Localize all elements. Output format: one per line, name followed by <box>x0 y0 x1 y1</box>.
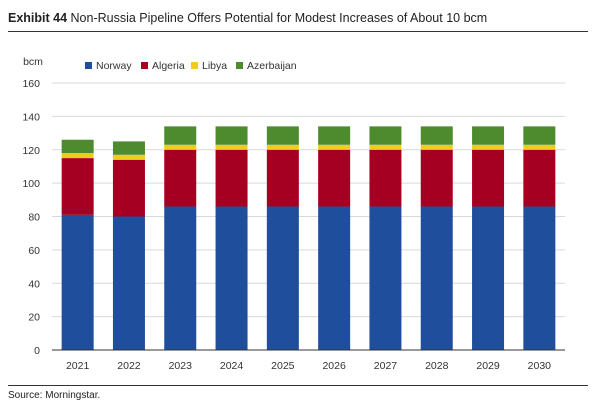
bar-segment-libya-2024 <box>215 144 248 150</box>
bar-segment-algeria-2023 <box>164 149 197 207</box>
y-tick-label: 20 <box>28 312 40 324</box>
bar-segment-azerbaijan-2026 <box>318 126 351 145</box>
y-tick-label: 160 <box>22 78 40 90</box>
bar-segment-algeria-2026 <box>318 149 351 207</box>
bar-segment-azerbaijan-2028 <box>420 126 453 145</box>
bar-segment-norway-2024 <box>215 206 248 350</box>
exhibit-label: Exhibit 44 <box>8 11 68 25</box>
legend-swatch-libya <box>191 62 198 69</box>
bar-segment-norway-2025 <box>266 206 299 350</box>
bar-segment-algeria-2021 <box>61 158 94 215</box>
bar-segment-libya-2030 <box>523 144 556 150</box>
bar-segment-norway-2027 <box>369 206 402 350</box>
bar-segment-norway-2023 <box>164 206 197 350</box>
stacked-bar-chart: bcm 0 20 40 60 80 100 120 140 160 2021 2022 2023 202… <box>22 56 565 372</box>
bar-segment-azerbaijan-2025 <box>266 126 299 145</box>
y-tick-label: 120 <box>22 145 40 157</box>
bar-segment-algeria-2024 <box>215 149 248 207</box>
bar-segment-libya-2021 <box>61 153 94 159</box>
legend-label-libya: Libya <box>202 60 227 72</box>
legend-label-norway: Norway <box>96 60 132 72</box>
top-rule <box>8 31 588 32</box>
bar-segment-norway-2029 <box>472 206 505 350</box>
x-tick-label: 2021 <box>66 360 90 372</box>
y-tick-label: 80 <box>28 212 40 224</box>
y-tick-label: 60 <box>28 245 40 257</box>
bar-segment-libya-2028 <box>420 144 453 150</box>
title-text: Non-Russia Pipeline Offers Potential for… <box>70 11 488 25</box>
x-tick-label: 2024 <box>220 360 244 372</box>
y-tick-label: 140 <box>22 111 40 123</box>
bar-segment-libya-2022 <box>112 154 145 160</box>
bar-segment-libya-2025 <box>266 144 299 150</box>
x-tick-label: 2022 <box>117 360 141 372</box>
x-tick-label: 2023 <box>169 360 193 372</box>
bar-segment-algeria-2022 <box>112 159 145 217</box>
axes: 0 20 40 60 80 100 120 140 160 2021 2022 2023 2024 202… <box>22 78 565 372</box>
x-tick-label: 2030 <box>528 360 552 372</box>
bar-segment-algeria-2027 <box>369 149 402 207</box>
bar-segment-libya-2027 <box>369 144 402 150</box>
bar-segment-azerbaijan-2022 <box>112 141 145 155</box>
y-tick-label: 40 <box>28 278 40 290</box>
bars <box>61 126 556 350</box>
legend-swatch-algeria <box>141 62 148 69</box>
bar-segment-azerbaijan-2023 <box>164 126 197 145</box>
x-tick-label: 2029 <box>476 360 500 372</box>
bottom-rule <box>8 385 588 386</box>
legend-label-algeria: Algeria <box>152 60 185 72</box>
bar-segment-norway-2021 <box>61 214 94 350</box>
legend-label-azerbaijan: Azerbaijan <box>247 60 297 72</box>
x-tick-label: 2028 <box>425 360 449 372</box>
bar-segment-algeria-2030 <box>523 149 556 207</box>
bar-segment-libya-2023 <box>164 144 197 150</box>
bar-segment-azerbaijan-2027 <box>369 126 402 145</box>
legend-swatch-norway <box>85 62 92 69</box>
bar-segment-norway-2026 <box>318 206 351 350</box>
bar-segment-norway-2022 <box>112 216 145 350</box>
bar-segment-azerbaijan-2029 <box>472 126 505 145</box>
y-tick-label: 0 <box>34 345 40 357</box>
bar-segment-libya-2026 <box>318 144 351 150</box>
bar-segment-norway-2030 <box>523 206 556 350</box>
y-tick-label: 100 <box>22 178 40 190</box>
legend-swatch-azerbaijan <box>236 62 243 69</box>
bar-segment-algeria-2029 <box>472 149 505 207</box>
bar-segment-azerbaijan-2021 <box>61 139 94 154</box>
chart-title: Exhibit 44 Non-Russia Pipeline Offers Po… <box>8 11 487 25</box>
bar-segment-azerbaijan-2030 <box>523 126 556 145</box>
x-tick-label: 2025 <box>271 360 295 372</box>
x-tick-label: 2026 <box>322 360 346 372</box>
bar-segment-libya-2029 <box>472 144 505 150</box>
source-note: Source: Morningstar. <box>8 390 101 401</box>
bar-segment-algeria-2025 <box>266 149 299 207</box>
bar-segment-algeria-2028 <box>420 149 453 207</box>
x-tick-label: 2027 <box>374 360 398 372</box>
bar-segment-azerbaijan-2024 <box>215 126 248 145</box>
legend: Norway Algeria Libya Azerbaijan <box>85 60 297 72</box>
y-axis-unit-label: bcm <box>23 56 43 68</box>
bar-segment-norway-2028 <box>420 206 453 350</box>
